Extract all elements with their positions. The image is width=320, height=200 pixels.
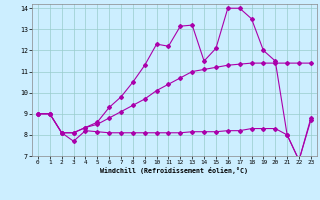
X-axis label: Windchill (Refroidissement éolien,°C): Windchill (Refroidissement éolien,°C) [100, 167, 248, 174]
